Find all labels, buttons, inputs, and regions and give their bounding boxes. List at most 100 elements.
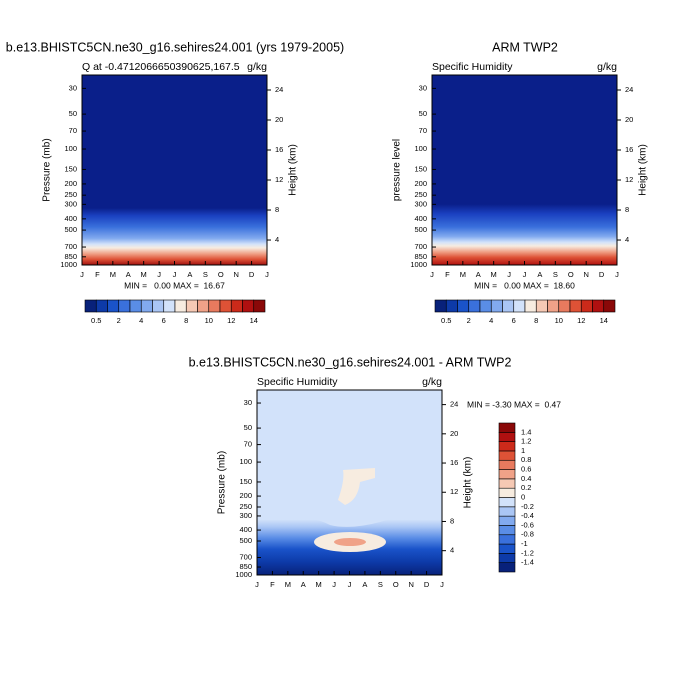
colorbar-box	[513, 299, 526, 313]
colorbar-box	[498, 478, 516, 489]
colorbar-box	[498, 543, 516, 554]
y2-tick-label: 24	[275, 85, 283, 94]
y-tick-label: 500	[414, 225, 427, 234]
x-tick-label: O	[568, 270, 574, 279]
y-tick-label: 30	[244, 398, 252, 407]
colorbar-label: 14	[250, 316, 258, 325]
x-tick-label: F	[270, 580, 275, 589]
x-tick-label: D	[249, 270, 255, 279]
y-tick-label: 500	[64, 225, 77, 234]
x-tick-label: M	[316, 580, 322, 589]
y-tick-label: 150	[239, 477, 252, 486]
colorbar-box	[592, 299, 605, 313]
colorbar-box	[498, 562, 516, 573]
x-tick-label: A	[126, 270, 131, 279]
y2-tick-label: 16	[275, 145, 283, 154]
subtitle-right: g/kg	[422, 376, 442, 388]
x-tick-label: S	[553, 270, 558, 279]
colorbar-label: 12	[577, 316, 585, 325]
x-tick-label: A	[301, 580, 306, 589]
y-tick-label: 850	[414, 252, 427, 261]
x-tick-label: F	[445, 270, 450, 279]
y-tick-label: 250	[414, 190, 427, 199]
colorbar-box	[445, 299, 458, 313]
subtitle-right: g/kg	[247, 61, 267, 73]
colorbar-label: 4	[489, 316, 493, 325]
stats-label: MIN = 0.00 MAX = 16.67	[124, 280, 225, 290]
colorbar-label: 0.5	[91, 316, 101, 325]
x-tick-label: O	[393, 580, 399, 589]
colorbar-box	[535, 299, 548, 313]
colorbar-label: -1.2	[521, 548, 534, 557]
y2-tick-label: 20	[450, 429, 458, 438]
contour-field	[432, 75, 617, 265]
x-tick-label: M	[285, 580, 291, 589]
colorbar-box	[569, 299, 582, 313]
x-tick-label: J	[157, 270, 161, 279]
colorbar-label: -1	[521, 539, 528, 548]
colorbar-label: 0.5	[441, 316, 451, 325]
y-tick-label: 50	[69, 109, 77, 118]
y-axis-label: pressure level	[392, 139, 403, 201]
x-tick-label: S	[203, 270, 208, 279]
x-tick-label: S	[378, 580, 383, 589]
subtitle-left: Specific Humidity	[432, 61, 513, 73]
y2-tick-label: 8	[625, 205, 629, 214]
x-tick-label: J	[440, 580, 444, 589]
colorbar-box	[498, 534, 516, 545]
colorbar-label: 10	[555, 316, 563, 325]
x-tick-label: O	[218, 270, 224, 279]
x-tick-label: A	[187, 270, 192, 279]
y-tick-label: 250	[64, 190, 77, 199]
y-tick-label: 150	[414, 164, 427, 173]
x-tick-label: J	[523, 270, 527, 279]
colorbar-box	[84, 299, 97, 313]
colorbar-box	[524, 299, 537, 313]
colorbar-box	[434, 299, 447, 313]
colorbar-label: -0.8	[521, 530, 534, 539]
colorbar-label: 14	[600, 316, 608, 325]
contour-field	[82, 75, 267, 265]
x-tick-label: J	[348, 580, 352, 589]
chart-title: b.e13.BHISTC5CN.ne30_g16.sehires24.001 (…	[6, 40, 344, 54]
y2-tick-label: 4	[275, 235, 279, 244]
colorbar-label: 0.6	[521, 465, 531, 474]
y-tick-label: 300	[414, 199, 427, 208]
y-tick-label: 850	[64, 252, 77, 261]
colorbar-label: -0.6	[521, 520, 534, 529]
colorbar-label: 6	[162, 316, 166, 325]
colorbar-box	[498, 422, 516, 433]
y-tick-label: 700	[64, 242, 77, 251]
y2-tick-label: 24	[450, 400, 458, 409]
colorbar-box	[580, 299, 593, 313]
colorbar-box	[498, 497, 516, 508]
colorbar-box	[118, 299, 131, 313]
colorbar-label: 1.4	[521, 427, 531, 436]
colorbar-label: 2	[467, 316, 471, 325]
y-tick-label: 300	[239, 511, 252, 520]
colorbar-box	[152, 299, 165, 313]
y2-tick-label: 20	[625, 115, 633, 124]
colorbar-label: 2	[117, 316, 121, 325]
x-tick-label: J	[332, 580, 336, 589]
colorbar-label: 8	[534, 316, 538, 325]
colorbar-box	[107, 299, 120, 313]
stats-label: MIN = -3.30 MAX = 0.47	[467, 399, 561, 409]
y-tick-label: 400	[64, 214, 77, 223]
colorbar-label: 0	[521, 492, 525, 501]
colorbar-box	[603, 299, 616, 313]
y2-tick-label: 8	[450, 516, 454, 525]
colorbar-box	[479, 299, 492, 313]
x-tick-label: J	[615, 270, 619, 279]
x-tick-label: J	[80, 270, 84, 279]
x-tick-label: M	[460, 270, 466, 279]
colorbar-box	[140, 299, 153, 313]
colorbar-box	[498, 506, 516, 517]
colorbar-box	[498, 469, 516, 480]
colorbar-label: 8	[184, 316, 188, 325]
y-tick-label: 70	[244, 440, 252, 449]
colorbar-box	[498, 441, 516, 452]
y-tick-label: 1000	[60, 260, 77, 269]
y2-tick-label: 20	[275, 115, 283, 124]
colorbar-label: 1.2	[521, 437, 531, 446]
